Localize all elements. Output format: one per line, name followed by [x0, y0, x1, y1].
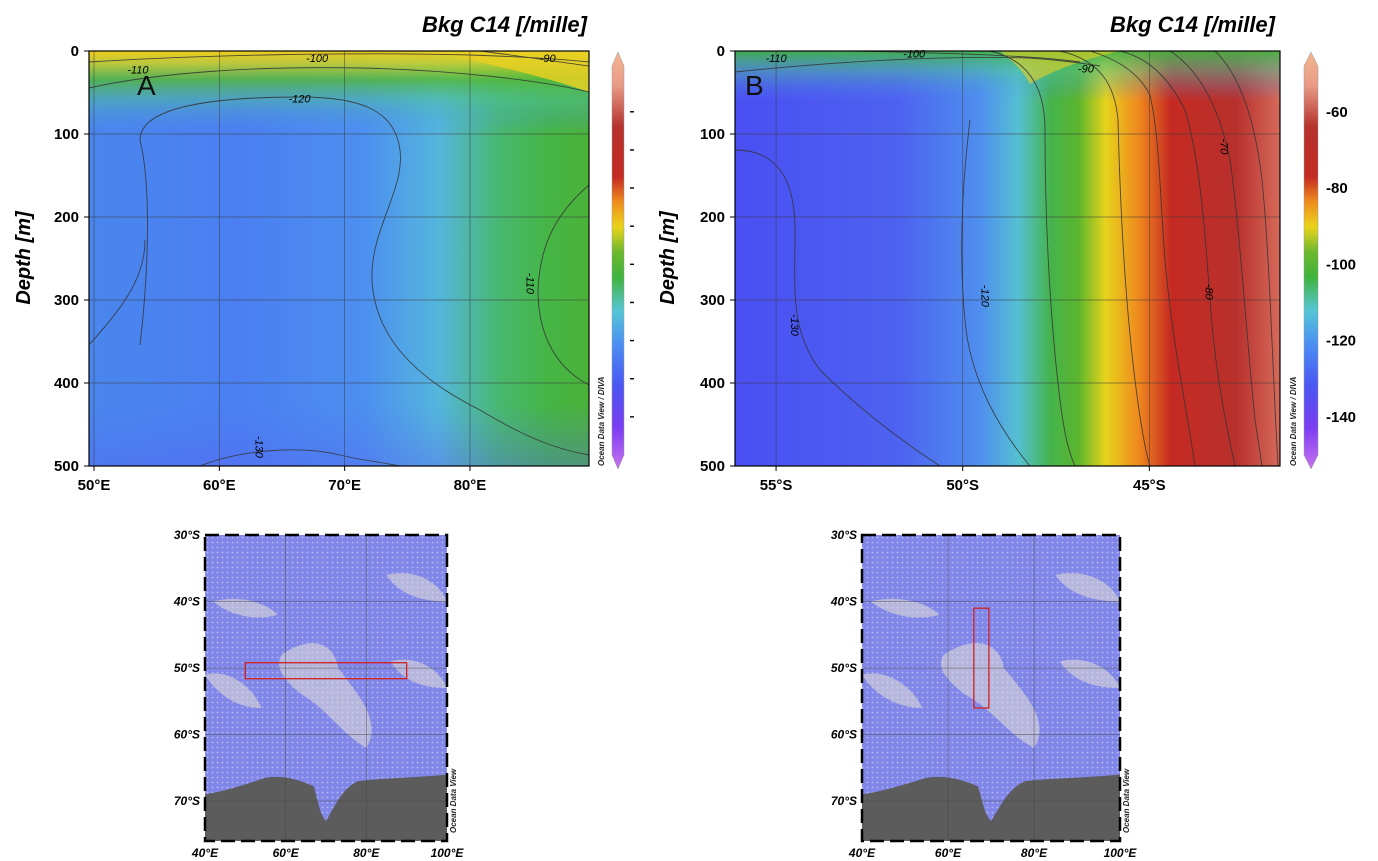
panel-a-y-tick-label: 300 [54, 292, 79, 309]
map-b-section-box [973, 607, 990, 709]
panel-a-x-ticks: 50°E 60°E 70°E 80°E [78, 466, 487, 494]
map-a-frame [203, 533, 449, 843]
map-b-x-tick-label: 60°E [935, 846, 962, 860]
map-b-x-tick-label: 40°E [848, 846, 876, 860]
panel-b-x-tick-label: 45°S [1133, 477, 1166, 494]
map-a-y-tick-label: 60°S [174, 728, 200, 742]
panel-b-surface-layer [735, 51, 1280, 466]
panel-b-y-tick-label: 300 [700, 292, 725, 309]
panel-a-warm-surface [430, 51, 589, 92]
panel-b-contour-label: -80 [1202, 284, 1214, 301]
panel-a-label: A [137, 70, 156, 101]
panel-a-contour-label: -110 [127, 64, 149, 76]
panel-a-y-tick-label: 0 [71, 43, 79, 60]
panel-b-contour-label: -70 [1217, 138, 1229, 155]
panel-a-credit: Ocean Data View / DIVA [597, 376, 606, 466]
panel-a-colorbar-bar [611, 51, 625, 470]
panel-a-contour-labels: -110 -100 -90 -120 -110 -130 [127, 53, 556, 459]
panel-a-x-tick-label: 70°E [328, 477, 361, 494]
panel-a-frame [88, 50, 590, 467]
map-b-land [862, 774, 1120, 841]
map-b-x-tick-label: 100°E [1104, 846, 1138, 860]
panel-a-y-tick-label: 100 [54, 126, 79, 143]
map-a-y-tick-label: 40°S [173, 595, 200, 609]
panel-a-colorbar [611, 51, 634, 470]
panel-b-label: B [745, 70, 764, 101]
panel-a-contour-label: -120 [289, 93, 312, 105]
panel-a-colorbar-ticks [630, 111, 634, 418]
panel-b-y-tick-label: 500 [700, 458, 725, 475]
panel-a-ylabel: Depth [m] [13, 210, 35, 305]
panel-b-y-ticks: 0 100 200 300 400 500 [700, 43, 735, 475]
map-b: 40°E 60°E 80°E 100°E 30°S 40°S 50°S 60°S 70°S Oce… [830, 528, 1138, 860]
map-a-section-box [244, 662, 408, 680]
panel-b-frame [734, 50, 1281, 467]
map-a-x-tick-label: 80°E [353, 846, 380, 860]
panel-b-x-ticks: 55°S 50°S 45°S [760, 466, 1166, 494]
panel-b-ylabel: Depth [m] [657, 210, 679, 305]
panel-b-contour-label: -120 [978, 285, 990, 308]
map-b-y-tick-label: 30°S [831, 528, 857, 542]
panel-b-y-tick-label: 100 [700, 126, 725, 143]
panel-b-colorbar-ticks: -60 -80 -100 -120 -140 [1326, 104, 1356, 426]
panel-b-y-tick-label: 400 [700, 375, 725, 392]
panel-b-title: Bkg C14 [/mille] [1110, 12, 1276, 37]
panel-a-y-ticks: 0 100 200 300 400 500 [54, 43, 89, 475]
panel-a-contour-label: -100 [306, 53, 329, 65]
panel-a-y-tick-label: 200 [54, 209, 79, 226]
map-a-x-tick-label: 40°E [191, 846, 219, 860]
panel-a-x-tick-label: 50°E [78, 477, 111, 494]
map-b-credit: Ocean Data View [1122, 768, 1131, 833]
panel-b-contour-labels: -110 -100 -90 -70 -80 -120 -130 [765, 49, 1229, 337]
map-a-y-tick-label: 30°S [174, 528, 200, 542]
panel-b-colorbar-bar [1303, 51, 1319, 470]
map-a-x-tick-label: 100°E [431, 846, 465, 860]
panel-a-contours [89, 51, 589, 466]
panel-a-contour-label: -90 [540, 53, 557, 65]
map-b-frame [860, 533, 1122, 843]
map-b-y-tick-label: 70°S [831, 794, 857, 808]
panel-b-x-tick-label: 55°S [760, 477, 793, 494]
map-b-y-tick-label: 60°S [831, 728, 857, 742]
panel-b-contour-label: -100 [903, 49, 926, 61]
map-a-x-tick-label: 60°E [273, 846, 300, 860]
panel-b-contour-label: -90 [1078, 64, 1095, 76]
map-a-credit: Ocean Data View [449, 768, 458, 833]
panel-a-contour-label: -130 [253, 436, 265, 459]
panel-b-y-tick-label: 0 [717, 43, 725, 60]
panel-b-contour-label: -130 [788, 314, 800, 337]
panel-b-colorbar-tick-label: -140 [1326, 409, 1356, 426]
panel-b-contour-label: -110 [765, 53, 787, 65]
panel-a-title: Bkg C14 [/mille] [422, 12, 588, 37]
panel-b: Bkg C14 [/mille] B -110 -100-90-70-80-1 [657, 12, 1356, 494]
map-b-y-tick-label: 40°S [830, 595, 857, 609]
panel-b-colorbar-tick-label: -100 [1326, 256, 1356, 273]
panel-b-colorbar-tick-label: -60 [1326, 104, 1348, 121]
panel-b-y-tick-label: 200 [700, 209, 725, 226]
panel-a-x-tick-label: 60°E [203, 477, 236, 494]
panel-a-x-tick-label: 80°E [454, 477, 487, 494]
panel-a-y-tick-label: 400 [54, 375, 79, 392]
panel-b-contours [735, 51, 1279, 466]
panel-a-surface-layer [89, 51, 589, 466]
panel-a: Bkg C14 [/mille] A -110-100 -90-120-110-1… [13, 12, 634, 494]
map-a: 40°E 60°E 80°E 100°E 30°S 40°S 50°S 60°S 70°S Oce… [173, 528, 465, 860]
map-b-y-tick-label: 50°S [831, 661, 857, 675]
map-a-land [205, 774, 447, 841]
map-b-canvas [862, 535, 1120, 841]
map-b-x-tick-label: 80°E [1021, 846, 1048, 860]
panel-b-colorbar-tick-label: -120 [1326, 333, 1356, 350]
panel-b-x-tick-label: 50°S [946, 477, 979, 494]
panel-b-colorbar-tick-label: -80 [1326, 180, 1348, 197]
map-a-canvas [205, 535, 447, 841]
panel-a-contour-label: -110 [523, 273, 535, 295]
panel-b-credit: Ocean Data View / DIVA [1289, 376, 1298, 466]
map-a-y-tick-label: 50°S [174, 661, 200, 675]
panel-b-colorbar: -60 -80 -100 -120 -140 [1303, 51, 1356, 470]
panel-b-grid [735, 51, 1280, 466]
panel-a-y-tick-label: 500 [54, 458, 79, 475]
panel-a-grid [89, 51, 589, 466]
map-a-y-tick-label: 70°S [174, 794, 200, 808]
